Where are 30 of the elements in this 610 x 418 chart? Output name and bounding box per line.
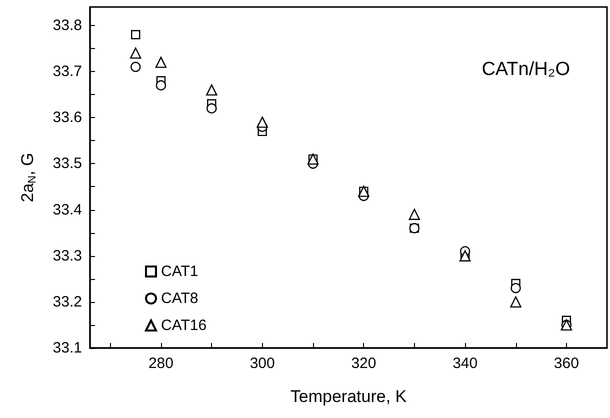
point <box>510 296 522 308</box>
x-tick-label: 340 <box>452 355 478 372</box>
x-tick-label: 360 <box>554 355 579 372</box>
annotation: CATn/H₂O <box>482 59 570 80</box>
point <box>408 208 420 220</box>
legend-label: CAT1 <box>161 263 198 280</box>
point <box>256 116 268 128</box>
x-tick-label: 300 <box>250 355 275 372</box>
point <box>155 56 167 68</box>
x-tick-label: 320 <box>351 355 376 372</box>
legend-label: CAT16 <box>161 317 207 334</box>
x-tick-label: 280 <box>148 355 174 372</box>
y-tick-label: 33.2 <box>52 293 82 310</box>
y-tick-label: 33.8 <box>52 16 82 34</box>
y-tick-label: 33.7 <box>52 63 82 80</box>
point <box>206 103 217 114</box>
x-axis-title: Temperature, K <box>290 387 408 406</box>
y-axis-title: 2aN, G <box>18 152 38 202</box>
y-tick-label: 33.3 <box>52 247 82 264</box>
point <box>206 84 218 96</box>
point <box>510 282 521 294</box>
legend-label: CAT8 <box>161 290 198 307</box>
y-tick-label: 33.5 <box>52 155 82 172</box>
point <box>130 62 141 72</box>
point <box>130 47 142 59</box>
point <box>156 80 166 90</box>
y-tick-label: 33.4 <box>52 201 82 218</box>
point <box>131 30 140 40</box>
y-tick-label: 33.6 <box>52 109 82 126</box>
y-tick-label: 33.1 <box>52 340 82 356</box>
